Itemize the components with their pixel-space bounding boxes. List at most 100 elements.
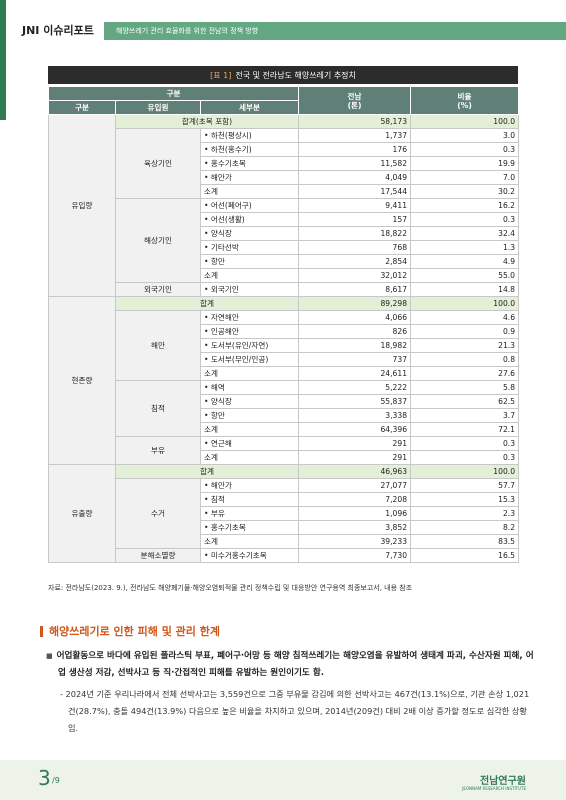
data-table: 구분 전남 (톤) 비율 (%) 구분 유입원 세부분 유입량 합계(초목 포함) 58,1… bbox=[47, 86, 520, 563]
total-ratio: 100.0 bbox=[410, 464, 520, 479]
header-subtitle: 해양쓰레기 관리 효율화를 위한 전남의 정책 방향 bbox=[116, 27, 259, 35]
data-row: 수거 • 해안가 27,077 57.7 bbox=[49, 478, 520, 549]
value: 39,233 bbox=[298, 534, 412, 549]
item: • 양식장 bbox=[199, 226, 300, 241]
total-row: 유입량 합계(초목 포함) 58,173 100.0 bbox=[48, 114, 520, 297]
value: 55,837 bbox=[298, 394, 412, 409]
data-row: 소계 32,012 55.0 bbox=[49, 268, 520, 283]
total-ratio: 100.0 bbox=[410, 114, 520, 129]
table-caption: [표 1] 전국 및 전라남도 해양쓰레기 추정치 bbox=[48, 66, 518, 84]
data-row: • 기타선박 768 1.3 bbox=[49, 240, 520, 255]
total-row: 현존량 합계 89,298 100.0 bbox=[48, 296, 520, 465]
header-band: 해양쓰레기 관리 효율화를 위한 전남의 정책 방향 bbox=[104, 22, 566, 40]
ratio: 2.3 bbox=[410, 506, 520, 521]
ratio: 19.9 bbox=[410, 156, 520, 171]
ratio: 27.6 bbox=[410, 366, 520, 381]
item: • 도서부(유인/자연) bbox=[199, 338, 300, 353]
item: • 양식장 bbox=[199, 394, 300, 409]
data-row: • 하천(홍수기) 176 0.3 bbox=[49, 142, 520, 157]
ratio: 3.0 bbox=[410, 128, 520, 143]
group-name: 침적 bbox=[115, 380, 201, 437]
value: 7,730 bbox=[298, 548, 412, 563]
ratio: 0.8 bbox=[410, 352, 520, 367]
section-name: 현존량 bbox=[48, 296, 116, 465]
value: 157 bbox=[298, 212, 412, 227]
data-row: • 홍수기초목 3,852 8.2 bbox=[49, 520, 520, 535]
item: • 자연해안 bbox=[199, 310, 300, 325]
group-name: 분해소멸량 bbox=[115, 548, 201, 563]
value: 176 bbox=[298, 142, 412, 157]
ratio: 3.7 bbox=[410, 408, 520, 423]
ratio: 5.8 bbox=[410, 380, 520, 395]
section-name: 유입량 bbox=[48, 114, 116, 297]
value: 24,611 bbox=[298, 366, 412, 381]
ratio: 8.2 bbox=[410, 520, 520, 535]
page-number: 3 bbox=[38, 766, 51, 790]
ratio: 57.7 bbox=[410, 478, 520, 493]
ratio: 72.1 bbox=[410, 422, 520, 437]
ratio: 16.5 bbox=[410, 548, 520, 563]
page-total: /9 bbox=[52, 776, 60, 785]
data-row: 부유 • 연근해 291 0.3 bbox=[49, 436, 520, 465]
ratio: 1.3 bbox=[410, 240, 520, 255]
item: 소계 bbox=[199, 422, 300, 437]
header: JNI 이슈리포트 해양쓰레기 관리 효율화를 위한 전남의 정책 방향 bbox=[0, 0, 566, 120]
item: • 하천(홍수기) bbox=[199, 142, 300, 157]
total-value: 58,173 bbox=[298, 114, 412, 129]
group-name: 육상기인 bbox=[115, 128, 201, 199]
data-row: 분해소멸량 • 미수거홍수기초목 7,730 16.5 bbox=[49, 548, 520, 563]
value: 737 bbox=[298, 352, 412, 367]
total-label: 합계(초목 포함) bbox=[114, 114, 300, 129]
source-note: 자료: 전라남도(2023. 9.), 전라남도 해양폐기물·해양오염퇴적물 관… bbox=[48, 584, 413, 592]
item: • 도서부(무인/인공) bbox=[199, 352, 300, 367]
group-name: 해상기인 bbox=[115, 198, 201, 283]
value: 64,396 bbox=[298, 422, 412, 437]
value: 5,222 bbox=[298, 380, 412, 395]
item: • 침적 bbox=[199, 492, 300, 507]
section-name: 유출량 bbox=[48, 464, 116, 563]
total-label: 합계 bbox=[114, 464, 300, 479]
item: • 외국기인 bbox=[199, 282, 300, 297]
ratio: 0.3 bbox=[410, 142, 520, 157]
ratio: 4.9 bbox=[410, 254, 520, 269]
item: • 해역 bbox=[199, 380, 300, 395]
data-row: • 해안가 4,049 7.0 bbox=[49, 170, 520, 185]
group-name: 외국기인 bbox=[115, 282, 201, 297]
value: 18,822 bbox=[298, 226, 412, 241]
item: • 기타선박 bbox=[199, 240, 300, 255]
group-name: 부유 bbox=[115, 436, 201, 465]
data-row: 육상기인 • 하천(평상시) 1,737 3.0 bbox=[49, 128, 520, 199]
data-row: • 항만 3,338 3.7 bbox=[49, 408, 520, 423]
item: • 어선(생활) bbox=[199, 212, 300, 227]
value: 9,411 bbox=[298, 198, 412, 213]
data-row: 외국기인 • 외국기인 8,617 14.8 bbox=[49, 282, 520, 297]
value: 3,338 bbox=[298, 408, 412, 423]
side-stripe bbox=[0, 0, 6, 120]
item: • 미수거홍수기초목 bbox=[199, 548, 300, 563]
value: 4,066 bbox=[298, 310, 412, 325]
data-row: 침적 • 해역 5,222 5.8 bbox=[49, 380, 520, 437]
total-row: 유출량 합계 46,963 100.0 bbox=[48, 464, 520, 563]
ratio: 62.5 bbox=[410, 394, 520, 409]
data-row: • 홍수기초목 11,582 19.9 bbox=[49, 156, 520, 171]
ratio: 16.2 bbox=[410, 198, 520, 213]
th: 유입원 bbox=[115, 100, 201, 115]
value: 27,077 bbox=[298, 478, 412, 493]
data-row: 소계 39,233 83.5 bbox=[49, 534, 520, 549]
total-value: 46,963 bbox=[298, 464, 412, 479]
th: 세부분 bbox=[199, 100, 300, 115]
item: 소계 bbox=[199, 450, 300, 465]
value: 2,854 bbox=[298, 254, 412, 269]
item: • 항만 bbox=[199, 254, 300, 269]
item: 소계 bbox=[199, 534, 300, 549]
value: 7,208 bbox=[298, 492, 412, 507]
data-row: 해상기인 • 어선(폐어구) 9,411 16.2 bbox=[49, 198, 520, 283]
item: • 해안가 bbox=[199, 170, 300, 185]
data-row: • 항만 2,854 4.9 bbox=[49, 254, 520, 269]
caption-tag: [표 1] bbox=[210, 71, 232, 80]
value: 18,982 bbox=[298, 338, 412, 353]
footer bbox=[0, 760, 566, 800]
footer-logo: 전남연구원 bbox=[480, 776, 526, 787]
group-name: 수거 bbox=[115, 478, 201, 549]
